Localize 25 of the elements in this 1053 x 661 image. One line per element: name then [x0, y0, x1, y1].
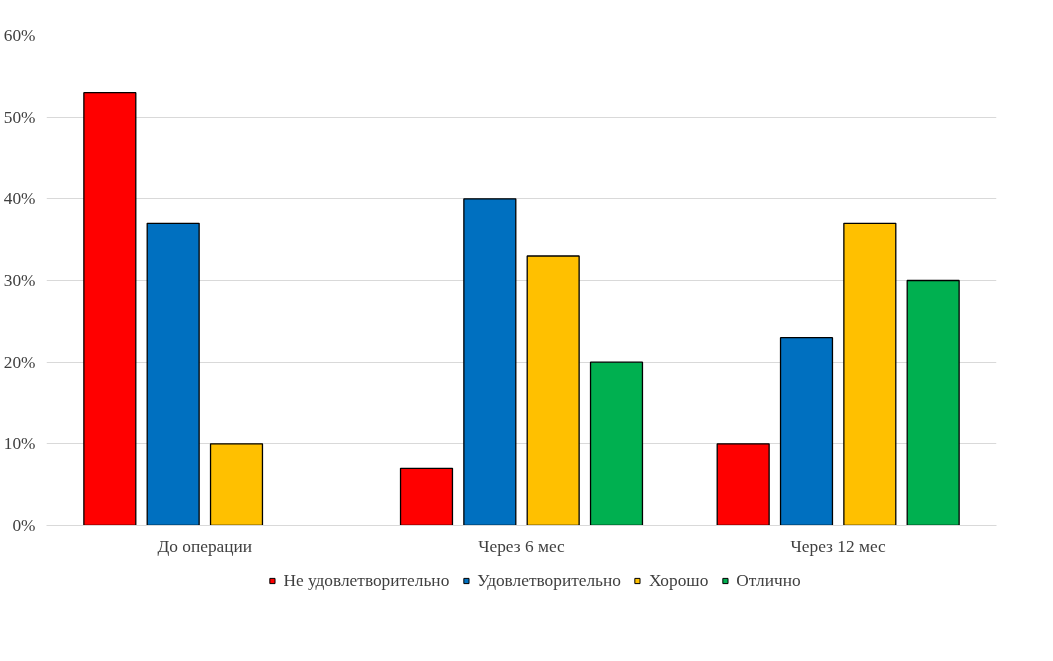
- x-tick-label: Через 12 мес: [790, 536, 887, 556]
- bar: [779, 337, 834, 526]
- y-tick-label: 0%: [12, 516, 36, 535]
- legend-label: Не удовлетворительно: [283, 570, 450, 591]
- y-tick-label: 30%: [3, 271, 36, 290]
- legend-label: Удовлетворительно: [477, 570, 621, 591]
- bar: [906, 279, 960, 526]
- bar: [843, 222, 897, 526]
- bar: [399, 467, 454, 526]
- y-tick-label: 60%: [3, 26, 36, 45]
- bar: [146, 222, 200, 526]
- bar: [83, 92, 137, 526]
- legend-label: Отлично: [736, 570, 801, 591]
- y-tick-label: 10%: [3, 434, 36, 454]
- x-tick-label: До операции: [157, 536, 253, 556]
- bar: [589, 361, 644, 526]
- bar: [526, 255, 580, 526]
- x-tick-label: Через 6 мес: [478, 536, 566, 556]
- y-tick-label: 40%: [3, 189, 36, 209]
- bar: [209, 443, 264, 526]
- y-tick-label: 20%: [3, 352, 36, 372]
- legend-label: Хорошо: [648, 570, 709, 591]
- bar: [463, 198, 517, 526]
- y-tick-label: 50%: [3, 107, 36, 127]
- bar: [716, 443, 770, 526]
